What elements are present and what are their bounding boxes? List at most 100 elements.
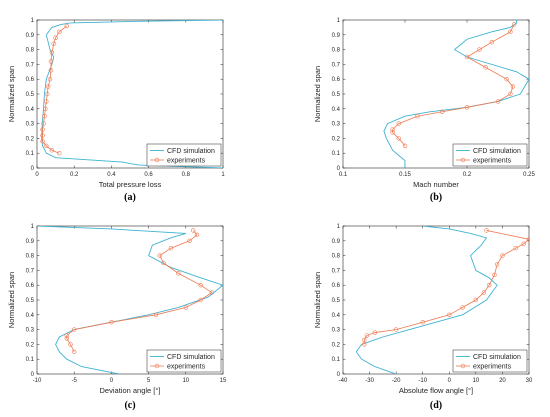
y-axis-label: Normalized span <box>7 66 16 122</box>
experiments-point <box>191 228 196 233</box>
y-tick-label: 0.4 <box>332 107 341 113</box>
experiments-point <box>176 271 181 276</box>
legend-exp-marker <box>460 157 466 163</box>
experiments-point <box>504 76 509 82</box>
y-tick-label: 0 <box>31 372 35 378</box>
y-tick-label: 0.1 <box>26 151 35 157</box>
experiments-point <box>393 327 399 332</box>
legend-exp-marker <box>460 363 466 369</box>
y-axis-label: Normalized span <box>313 272 322 328</box>
experiments-point <box>43 106 48 112</box>
experiments-point <box>40 127 45 132</box>
experiments-point <box>64 333 69 338</box>
experiments-point <box>187 238 192 244</box>
experiments-point <box>396 136 401 141</box>
y-tick-label: 0.1 <box>332 357 341 363</box>
x-tick-label: 0 <box>35 172 39 178</box>
y-tick-label: 1 <box>337 224 341 230</box>
experiments-point <box>513 246 518 251</box>
y-tick-label: 0.8 <box>26 254 35 260</box>
chart-panel-b: 0.1 0.15 0.2 0.2500.10.20.30.40.50.60.70.80… <box>313 18 535 203</box>
plot-area <box>36 19 224 169</box>
y-tick-label: 0.5 <box>26 298 35 304</box>
y-tick-label: 0.3 <box>332 328 341 334</box>
x-axis-label: Absolute flow angle [°] <box>399 386 473 395</box>
legend: CFD simulation experiments <box>452 143 528 167</box>
experiments-point <box>71 327 77 332</box>
y-tick-label: 0.6 <box>332 283 341 289</box>
experiments-point <box>53 35 58 40</box>
experiments-point <box>49 148 55 153</box>
y-tick-label: 0.9 <box>26 239 35 245</box>
legend-box <box>146 349 222 373</box>
legend: CFD simulation experiments <box>146 143 222 167</box>
experiments-point <box>508 91 513 97</box>
experiments-point <box>526 237 529 242</box>
legend-exp-marker <box>154 157 160 163</box>
x-tick-label: 0.6 <box>144 172 153 178</box>
y-tick-label: 0.3 <box>26 122 35 128</box>
x-tick-label: 0 <box>110 378 114 384</box>
x-tick-label: 30 <box>526 378 533 384</box>
experiments-point <box>511 22 517 27</box>
experiments-point <box>57 29 62 35</box>
experiments-point <box>68 342 73 347</box>
y-tick-label: 0.7 <box>26 268 35 274</box>
y-tick-label: 0.7 <box>332 62 341 68</box>
y-tick-label: 0.8 <box>26 48 35 54</box>
y-tick-label: 0.5 <box>332 298 341 304</box>
experiments-point <box>510 84 516 89</box>
y-tick-label: 0.1 <box>332 151 341 157</box>
x-tick-label: 5 <box>147 378 151 384</box>
x-tick-label: 1 <box>221 172 225 178</box>
chart-panel-a: 0 0.2 0.4 0.6 0.8 1 0 0.1 0.2 0.3 0.4 0.5 0.6 0.7 0.8 0… <box>7 18 225 203</box>
cfd-simulation-line <box>383 20 529 168</box>
y-tick-label: 0.6 <box>332 77 341 83</box>
experiments-point <box>447 312 452 317</box>
experiments-point <box>402 143 408 149</box>
experiments-point <box>494 262 500 267</box>
y-axis-label: Normalized span <box>313 66 322 122</box>
experiments-point <box>48 68 54 73</box>
x-tick-label: 10 <box>473 378 480 384</box>
y-tick-label: 0 <box>337 166 341 172</box>
experiments-line <box>392 24 515 147</box>
experiments-point <box>45 91 50 97</box>
experiments-point <box>415 113 420 119</box>
plot-area <box>342 19 530 169</box>
y-tick-label: 0.2 <box>26 136 35 142</box>
panel-label: (d) <box>430 400 442 411</box>
legend-cfd-label: CFD simulation <box>473 354 521 361</box>
y-tick-label: 0.7 <box>332 268 341 274</box>
y-tick-label: 0.9 <box>26 33 35 39</box>
legend-cfd-label: CFD simulation <box>167 354 215 361</box>
y-tick-label: 0 <box>31 166 35 172</box>
experiments-point <box>420 320 425 325</box>
experiments-point <box>44 143 49 149</box>
experiments-point <box>153 312 159 317</box>
experiments-point <box>194 232 200 238</box>
experiments-point <box>521 241 526 246</box>
x-tick-label: -40 <box>339 378 348 384</box>
y-tick-label: 0.6 <box>26 77 35 83</box>
legend-exp-label: experiments <box>167 364 206 371</box>
x-tick-label: 20 <box>499 378 506 384</box>
series-group <box>37 226 223 374</box>
experiments-point <box>64 23 69 29</box>
panel-label: (a) <box>124 192 136 203</box>
y-tick-label: 1 <box>31 18 35 24</box>
experiments-point <box>500 253 505 258</box>
experiments-point <box>183 305 189 310</box>
experiments-point <box>484 228 489 233</box>
y-tick-label: 0.4 <box>26 313 35 319</box>
y-tick-label: 0.5 <box>26 92 35 98</box>
x-tick-label: -5 <box>72 378 78 384</box>
experiments-point <box>44 99 49 104</box>
experiments-point <box>473 297 479 303</box>
experiments-point <box>492 272 497 278</box>
chart-panel-d: -40 -30 -20 -10 0 10 20 30 0 0.1 0.2 0.3 0.4 0.5 0.6 0.… <box>313 224 533 411</box>
y-tick-label: 1 <box>31 224 35 230</box>
experiments-point <box>390 130 395 135</box>
experiments-line <box>42 25 68 154</box>
y-tick-label: 0.8 <box>332 254 341 260</box>
